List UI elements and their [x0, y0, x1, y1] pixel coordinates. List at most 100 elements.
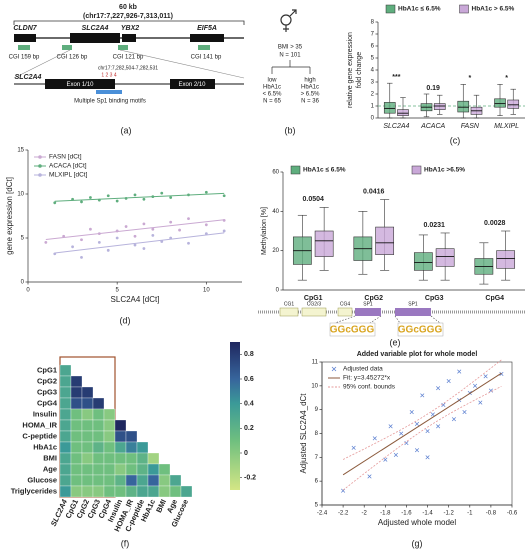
point [204, 232, 208, 236]
heatmap-cell [125, 474, 138, 487]
site-label: SP1 [408, 301, 418, 307]
heatmap-cell [136, 463, 149, 476]
site-box [301, 307, 327, 317]
gene-label: SLC2A4 [15, 74, 42, 81]
exon [45, 79, 115, 89]
gene-label: SLC2A4 [82, 25, 109, 32]
trend-line [45, 219, 225, 240]
group-label: low [267, 78, 277, 84]
heatmap-cell [92, 485, 105, 498]
x-tick-label: -2.4 [317, 511, 328, 517]
box [314, 230, 334, 257]
heatmap-cell [81, 397, 94, 410]
panel-label: (e) [390, 337, 401, 347]
conf-bound [342, 386, 502, 491]
point [436, 424, 441, 429]
heatmap-cell [114, 485, 127, 498]
point [414, 421, 420, 427]
x-tick-label: 10 [203, 288, 210, 294]
heatmap-cell [70, 397, 83, 410]
box [457, 100, 470, 113]
zoom-line [334, 315, 441, 324]
heatmap-cell [103, 430, 116, 443]
row-label: BMI [43, 453, 57, 462]
heatmap-cell [59, 485, 72, 498]
y-axis-label: Adjusted SLC2A4_dCt [299, 393, 308, 474]
group-label: < 6.5% [263, 92, 283, 98]
heatmap-cell [70, 474, 83, 487]
x-tick-label: -2.2 [338, 511, 349, 517]
legend-label: HbA1c ≤ 6.5% [303, 167, 346, 174]
y-tick-label: 0 [371, 116, 375, 122]
heatmap-cell [114, 452, 127, 465]
legend-label: 95% conf. bounds [343, 384, 396, 391]
cohort-label: N = 101 [279, 53, 301, 59]
point [204, 223, 208, 227]
scale-label: 60 kb [119, 4, 137, 11]
y-tick-label: 60 [272, 170, 279, 176]
heatmap-cell [70, 386, 83, 399]
heatmap-cell [70, 452, 83, 465]
tree-lines [271, 60, 311, 74]
point [133, 234, 137, 238]
box [413, 252, 433, 271]
legend-swatch [290, 165, 301, 175]
y-axis-label: Methylation [%] [261, 207, 268, 255]
group-label: HbA1c [263, 85, 281, 91]
heatmap-cell [125, 463, 138, 476]
point [388, 424, 393, 429]
heatmap-cell [103, 463, 116, 476]
y-tick-label: 5 [315, 503, 319, 509]
heatmap-cell [136, 452, 149, 465]
point [142, 247, 146, 250]
point [169, 196, 173, 199]
heatmap-cell [158, 485, 171, 498]
trend-line [54, 192, 225, 202]
heatmap-cell [136, 441, 149, 454]
y-tick-label: 20 [272, 248, 279, 254]
legend-swatch [459, 4, 469, 14]
x-tick-label: -0.8 [486, 511, 497, 517]
colorbar-label: 0.8 [244, 351, 254, 358]
cgi [18, 45, 30, 50]
region-label: (chr17:7,227,926-7,313,011) [83, 13, 173, 20]
box [496, 250, 516, 269]
panel-label: (g) [412, 538, 423, 548]
point [106, 248, 110, 252]
row-label: HbA1c [33, 442, 57, 451]
point [80, 255, 83, 259]
heatmap-cell [125, 441, 138, 454]
point [115, 236, 119, 240]
heatmap-cell [92, 441, 105, 454]
heatmap-cell [125, 452, 138, 465]
cgi-label: CGI 141 bp [191, 55, 222, 61]
heatmap-cell [92, 463, 105, 476]
legend-label: Adjusted data [343, 366, 383, 373]
heatmap-cell [81, 485, 94, 498]
point [414, 448, 420, 453]
y-tick-label: 8 [371, 20, 375, 26]
legend-label: ACACA [dCt] [49, 163, 87, 170]
heatmap-cell [158, 463, 171, 476]
sex-icon [283, 9, 297, 32]
chart-title: Added variable plot for whole model [357, 351, 478, 358]
legend-label: FASN [dCt] [49, 154, 82, 161]
x-tick-label: CpG4 [485, 295, 504, 302]
legend-label: MLXIPL [dCt] [49, 172, 88, 179]
zoom-line [13, 49, 71, 79]
heatmap-cell [147, 452, 160, 465]
x-tick-label: CpG1 [304, 295, 323, 302]
heatmap-cell [59, 375, 72, 388]
cpg-sites: 1 2 3 4 [101, 72, 117, 78]
x-tick-label: FASN [461, 123, 480, 130]
legend-label: Fit: y=3.45272*x [343, 375, 391, 382]
row-label: Insulin [33, 409, 58, 418]
heatmap-cell [103, 485, 116, 498]
x-tick-label: -2 [362, 511, 368, 517]
point [222, 194, 226, 198]
point [488, 388, 493, 393]
heatmap-cell [59, 386, 72, 399]
row-label: CpG1 [37, 365, 57, 374]
bracket [13, 20, 245, 25]
x-tick-label: CpG3 [425, 295, 444, 302]
